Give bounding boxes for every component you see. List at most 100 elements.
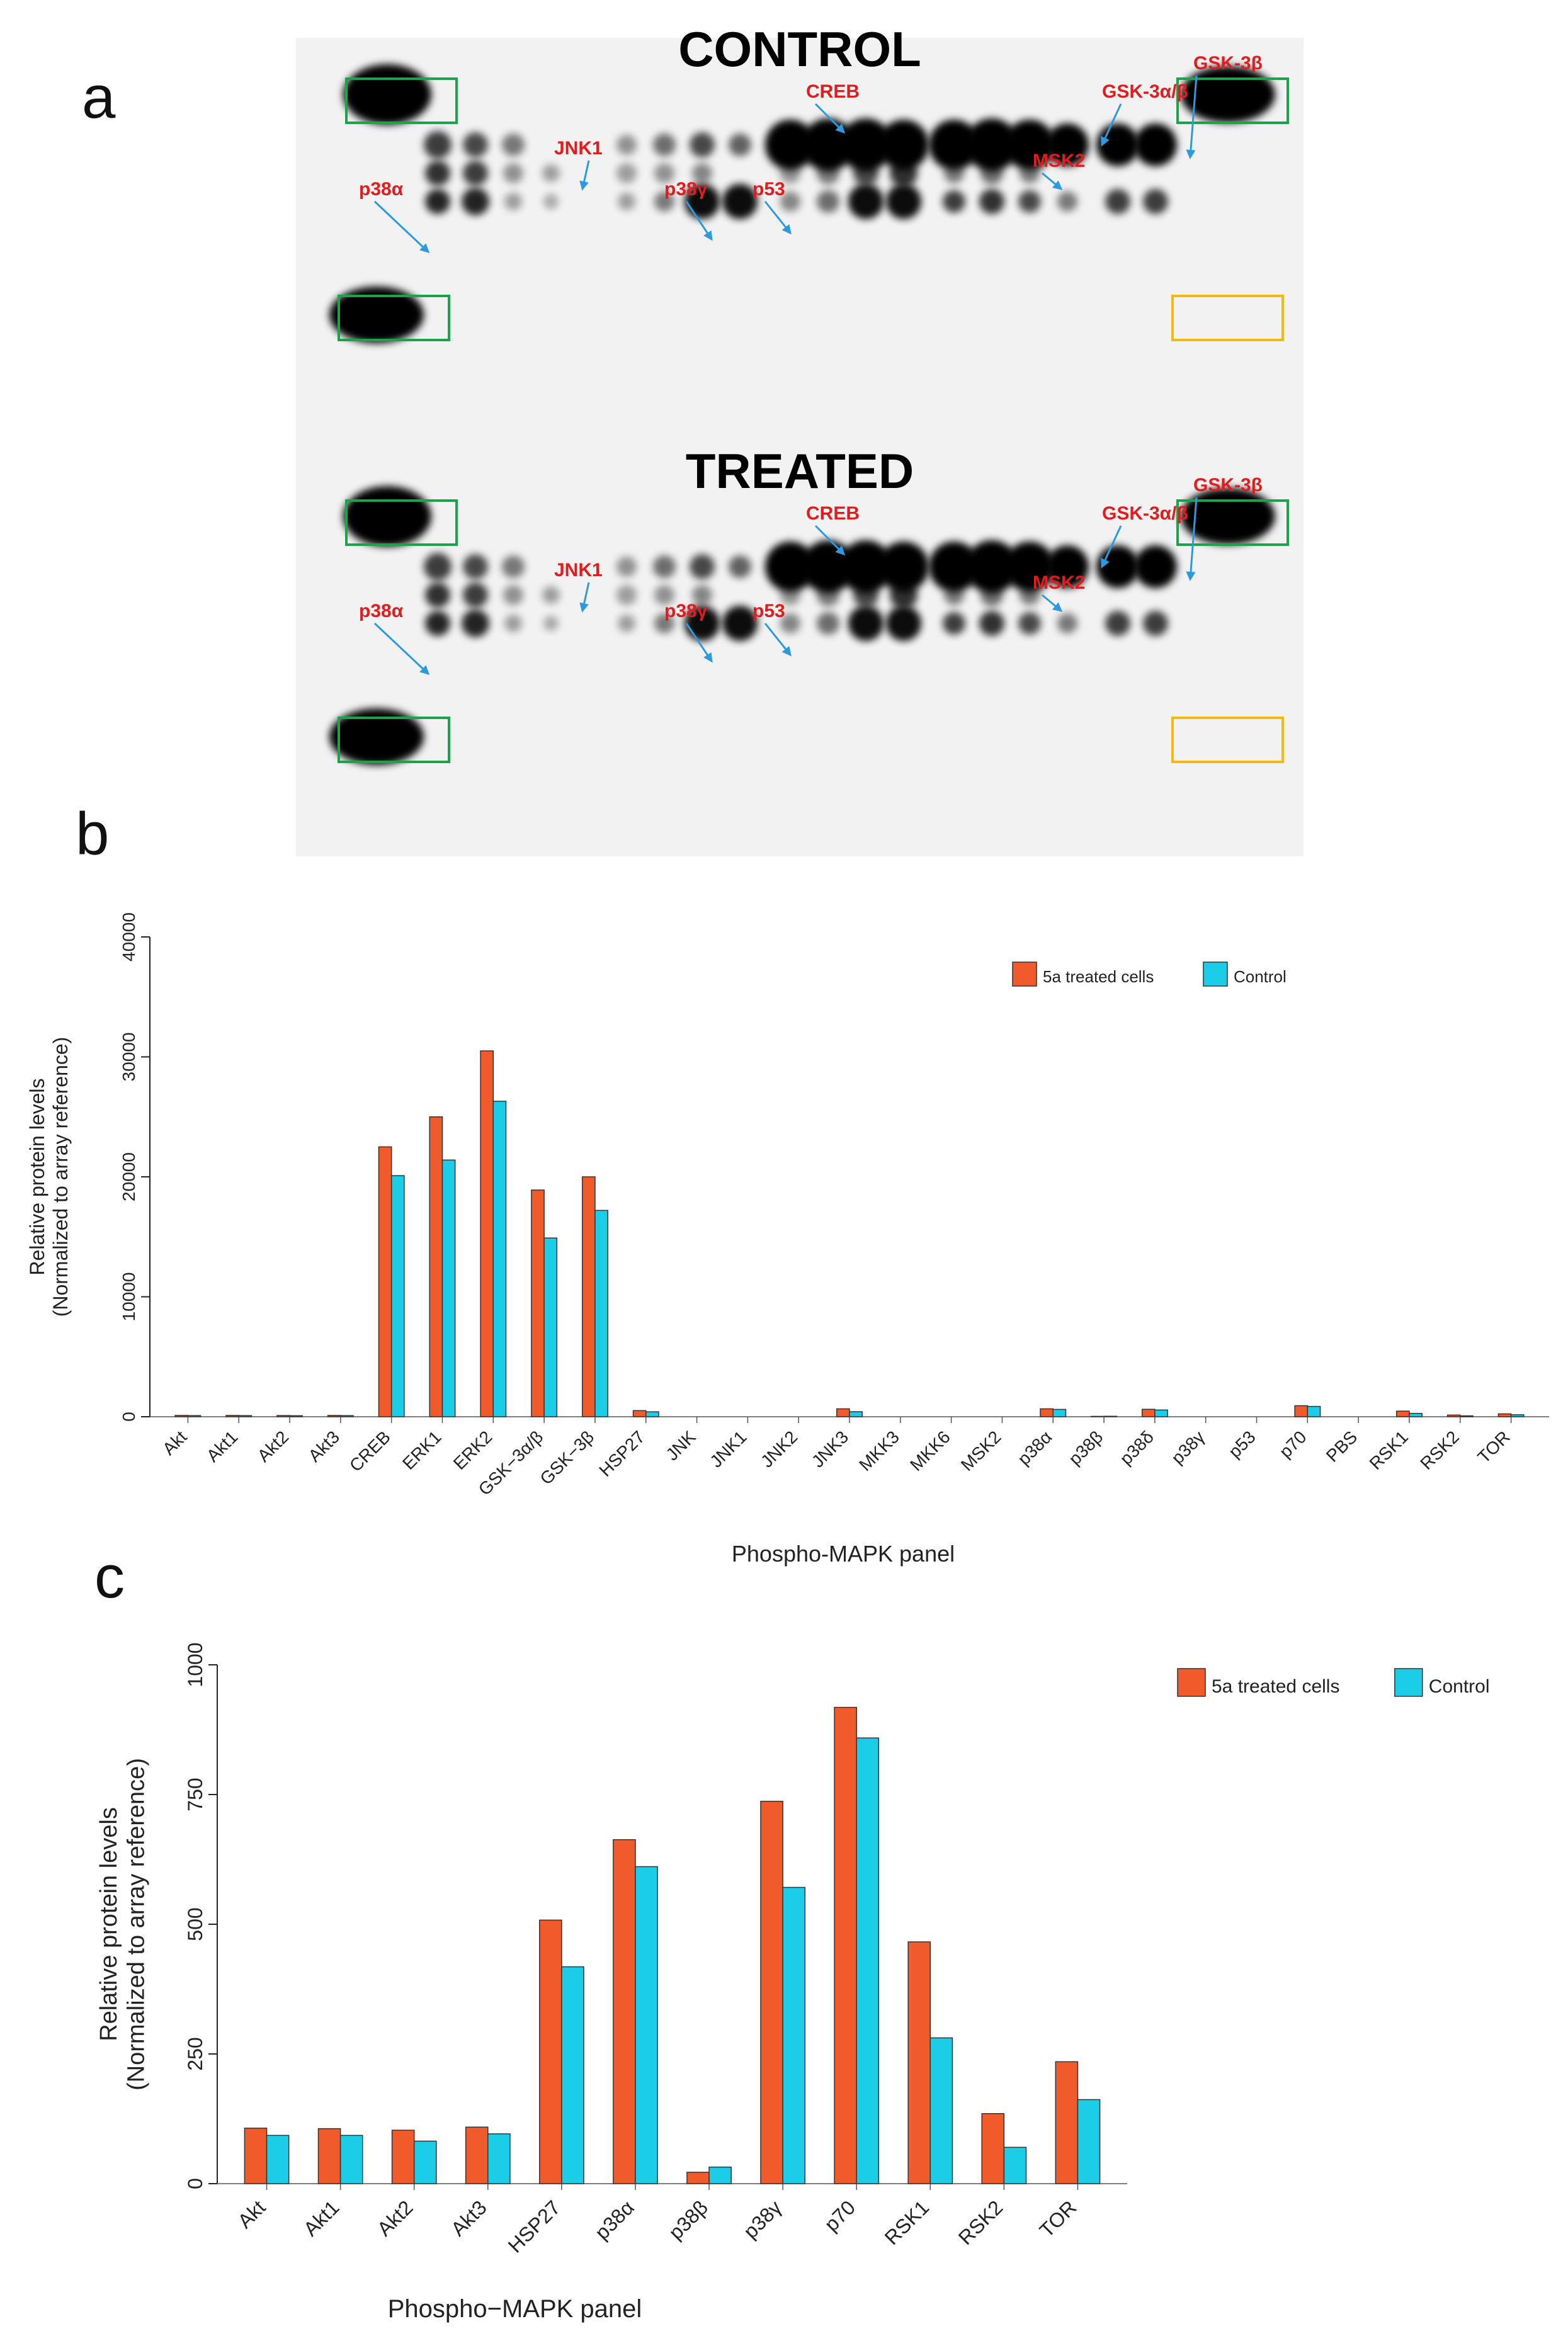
panel-b-letter: b: [76, 800, 110, 868]
blot-dot-strong: [965, 540, 1018, 593]
bar-control: [1409, 1412, 1423, 1417]
x-tick-label: RSK1: [880, 2196, 934, 2249]
bar-treated: [1091, 1415, 1105, 1417]
blot-dot: [1057, 191, 1077, 212]
blot-dot: [425, 582, 450, 608]
x-tick-label: RSK2: [1416, 1427, 1463, 1473]
bar-treated: [1141, 1409, 1156, 1417]
bar-treated: [1055, 2061, 1079, 2184]
bar-treated: [531, 1189, 545, 1417]
blot-dot: [692, 585, 712, 605]
blot-dot: [886, 606, 921, 641]
x-tick-label: ERK1: [399, 1427, 445, 1473]
bar-treated: [317, 2128, 341, 2184]
x-tick-label: CREB: [346, 1427, 394, 1475]
x-tick-label: p38δ: [1116, 1427, 1157, 1468]
x-tick-label: Akt: [233, 2196, 270, 2232]
bar-control: [492, 1101, 507, 1417]
bar-control: [1154, 1409, 1168, 1417]
positive-control-box: [1176, 499, 1289, 546]
blot-dot: [463, 582, 488, 608]
y-tick-label: 10000: [119, 1273, 139, 1322]
bar-treated: [1497, 1413, 1512, 1417]
bar-control: [543, 1237, 558, 1417]
x-tick-label: p38β: [1065, 1427, 1106, 1468]
bar-control: [849, 1411, 863, 1417]
blot-dot: [729, 555, 751, 578]
legend-swatch: [1394, 1668, 1423, 1697]
x-tick-label: p38γ: [1167, 1427, 1208, 1468]
protein-arrow: [579, 582, 590, 613]
legend-swatch: [1012, 961, 1037, 987]
positive-control-box: [345, 499, 458, 546]
blot-dot: [425, 611, 450, 636]
negative-control-box: [1171, 295, 1284, 341]
protein-arrow: [764, 623, 792, 657]
y-tick-label: 40000: [119, 912, 139, 961]
protein-label: JNK1: [554, 560, 603, 581]
blot-dot: [542, 586, 560, 604]
bar-treated: [760, 1800, 783, 2184]
bar-treated: [632, 1410, 647, 1417]
blot-dot: [543, 194, 559, 209]
bar-control: [1460, 1415, 1474, 1417]
x-tick-label: Akt3: [305, 1427, 344, 1466]
blot-dot: [780, 191, 800, 212]
bar-control: [413, 2140, 437, 2184]
x-tick-label: TOR: [1474, 1427, 1513, 1466]
x-tick-label: p38α: [591, 2196, 639, 2243]
blot-dot: [722, 184, 758, 219]
blot-dot: [424, 553, 452, 581]
blot-dot: [817, 612, 839, 635]
reference-spot: [1181, 488, 1275, 545]
blot-dot: [1057, 613, 1077, 633]
y-tick-label: 30000: [119, 1033, 139, 1082]
protein-label: p38γ: [664, 601, 708, 621]
x-axis-label: Phospho−MAPK panel: [388, 2295, 642, 2323]
bar-treated: [1446, 1414, 1461, 1417]
y-tick-label: 0: [119, 1412, 139, 1422]
blot-dot: [1018, 190, 1041, 213]
y-tick-label: 20000: [119, 1152, 139, 1201]
blot-dot: [616, 557, 637, 577]
blot-dot: [722, 606, 758, 641]
bar-control: [487, 2133, 511, 2184]
bar-control: [266, 2135, 290, 2184]
bar-control: [441, 1159, 456, 1417]
protein-arrow: [1101, 525, 1122, 569]
protein-label: GSK-3β: [1193, 53, 1263, 74]
x-tick-label: MKK3: [855, 1427, 903, 1475]
x-tick-label: ERK2: [450, 1427, 496, 1473]
blot-dot: [654, 585, 674, 605]
reference-spot: [343, 486, 431, 547]
protein-label: GSK-3α/β: [1102, 503, 1188, 524]
panel-c-letter: c: [94, 1543, 125, 1611]
blot-dot: [1105, 189, 1130, 214]
blot-dot: [616, 163, 637, 183]
y-tick-label: 500: [184, 1907, 207, 1941]
legend-label: 5a treated cells: [1043, 967, 1154, 986]
blot-dot-strong: [878, 542, 929, 592]
bar-control: [390, 1175, 405, 1417]
legend-swatch: [1203, 961, 1228, 987]
bar-control: [289, 1415, 303, 1417]
y-axis-label: Relative protein levels: [26, 1078, 48, 1275]
reference-spot: [329, 708, 424, 765]
protein-arrow: [1186, 75, 1198, 159]
x-tick-label: Akt1: [299, 2196, 344, 2240]
x-tick-label: JNK1: [706, 1427, 750, 1471]
x-tick-label: p70: [820, 2196, 860, 2235]
protein-arrow: [764, 201, 792, 235]
bar-treated: [1040, 1408, 1054, 1417]
blot-dot: [502, 555, 525, 578]
bar-treated: [581, 1176, 596, 1417]
bar-control: [1510, 1414, 1525, 1417]
chart-c: 0 250 500 750 1000 Relative protein levels (No…: [96, 1642, 1490, 2323]
blot-dot: [618, 615, 635, 632]
blot-dot: [654, 613, 674, 633]
blot-dot: [504, 615, 522, 632]
protein-label: GSK-3α/β: [1102, 81, 1188, 102]
bar-treated: [225, 1415, 239, 1417]
bar-control: [1103, 1415, 1118, 1417]
